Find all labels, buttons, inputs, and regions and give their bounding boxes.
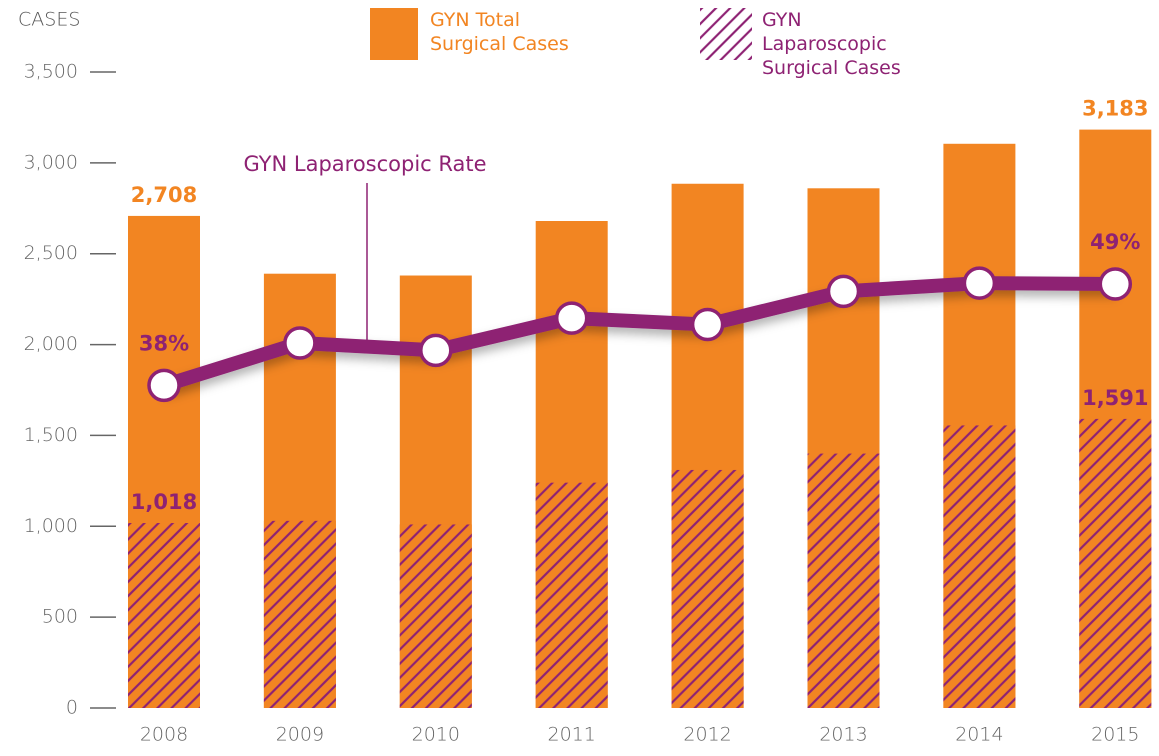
y-tick-label: 3,000 — [24, 151, 78, 173]
rate-point — [826, 274, 861, 309]
legend-icon — [700, 8, 752, 60]
rate-point — [1098, 267, 1133, 301]
y-tick-label: 500 — [42, 606, 78, 628]
rate-point — [147, 368, 181, 403]
data-label: 2,708 — [131, 183, 197, 207]
bar — [1079, 418, 1152, 708]
bar — [943, 425, 1016, 708]
y-tick-label: 2,000 — [24, 333, 78, 355]
bar — [807, 453, 880, 708]
data-label: 3,183 — [1082, 97, 1148, 121]
x-tick-label: 2012 — [683, 724, 731, 746]
x-tick-label: 2015 — [1091, 724, 1139, 746]
x-tick-label: 2014 — [955, 724, 1003, 746]
data-label: 38% — [139, 331, 189, 355]
x-tick-label: 2008 — [140, 724, 188, 746]
rate-point — [690, 307, 725, 342]
legend-label: GYN Laparoscopic Surgical Cases — [762, 9, 901, 79]
rate-point — [962, 266, 997, 300]
y-tick-label: 3,500 — [24, 61, 78, 83]
rate-point — [419, 333, 453, 368]
bar — [128, 523, 200, 708]
legend-swatch — [700, 8, 752, 60]
annotation: GYN Laparoscopic Rate — [243, 152, 486, 176]
rate-point — [554, 301, 589, 335]
legend-swatch — [370, 8, 418, 60]
y-axis-label: CASES — [18, 9, 80, 31]
data-label: 1,591 — [1082, 386, 1148, 410]
x-tick-label: 2011 — [548, 724, 596, 746]
y-tick-label: 1,500 — [24, 424, 78, 446]
rate-line — [161, 276, 1116, 393]
legend-label: GYN Total Surgical Cases — [430, 9, 569, 55]
x-tick-label: 2010 — [412, 724, 460, 746]
x-tick-label: 2009 — [276, 724, 324, 746]
bar — [535, 482, 608, 708]
y-tick-label: 0 — [66, 697, 78, 719]
y-tick-label: 1,000 — [24, 515, 78, 537]
bar — [399, 524, 472, 708]
rate-point — [283, 326, 317, 360]
legend-icon — [370, 8, 418, 60]
bar — [263, 520, 336, 708]
x-tick-label: 2013 — [819, 724, 867, 746]
data-label: 1,018 — [131, 490, 197, 514]
bar — [671, 469, 744, 708]
data-label: 49% — [1090, 230, 1140, 254]
y-tick-label: 2,500 — [24, 242, 78, 264]
